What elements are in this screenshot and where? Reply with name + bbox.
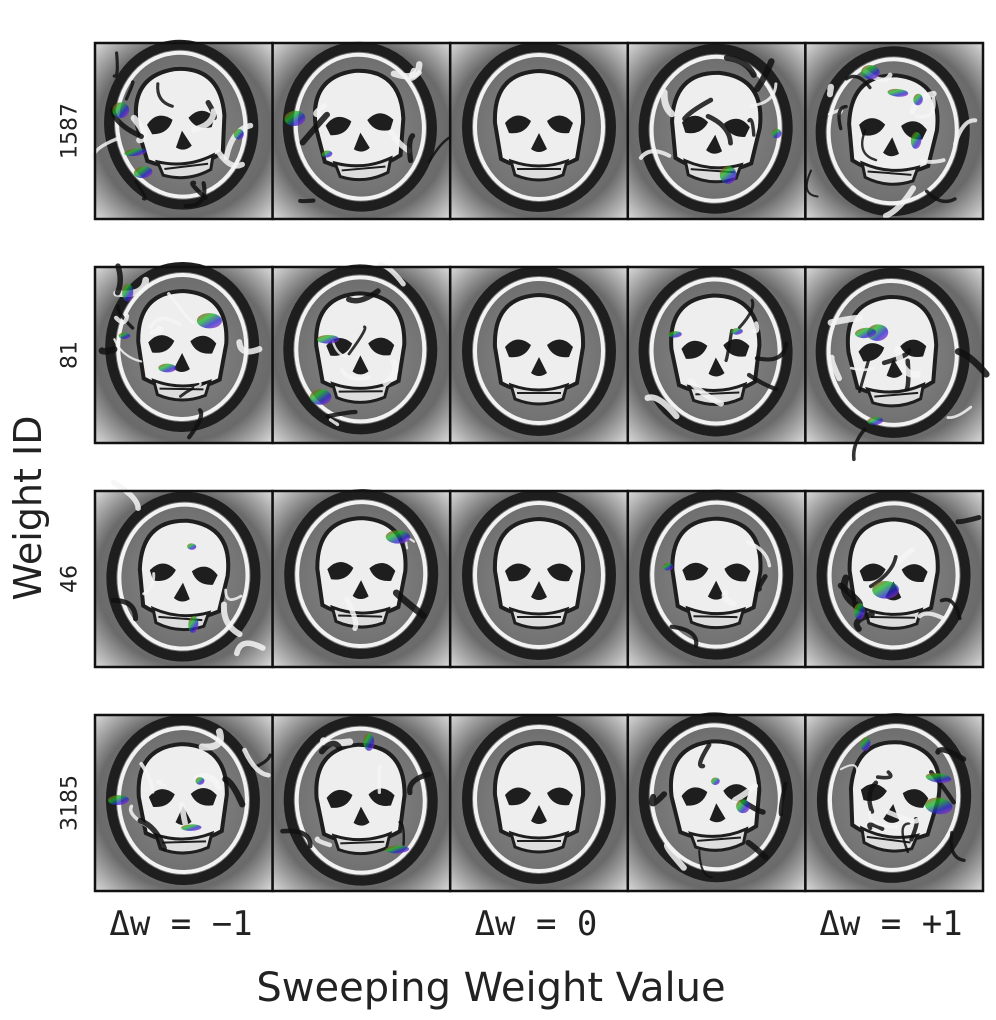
skull-image [626,41,807,221]
skull-image [448,489,630,669]
skull-image [93,261,274,445]
skull-image [271,41,456,221]
skull-image [804,713,985,893]
skull-image [804,489,985,669]
tick-zero: Δw = 0 [474,904,598,944]
skull-image [448,713,630,893]
skull-image [92,39,274,221]
tick-minus-1: Δw = −1 [109,904,253,944]
skull-image [271,489,452,669]
skull-image [271,261,452,445]
skull-image [626,489,807,669]
skull-image [93,713,274,893]
skull-image [626,712,807,893]
skull-image [804,41,985,221]
tick-plus-1: Δw = +1 [819,904,963,944]
skull-image [448,41,630,221]
skull-image [271,713,452,893]
skull-image [626,265,807,445]
skull-image [448,265,630,445]
skull-image [93,479,274,669]
skull-image [804,265,990,462]
x-axis-title: Sweeping Weight Value [256,965,726,1011]
